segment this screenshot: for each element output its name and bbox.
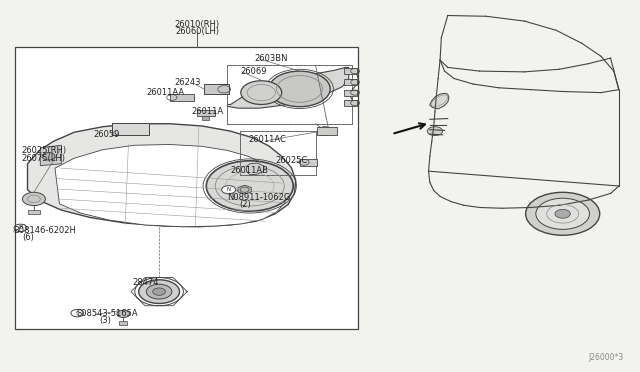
Bar — [120, 321, 127, 325]
Circle shape — [536, 198, 589, 230]
Bar — [113, 123, 150, 135]
Bar — [204, 84, 229, 94]
Circle shape — [42, 153, 55, 160]
Bar — [170, 94, 194, 101]
Bar — [344, 100, 357, 106]
Text: 2603BN: 2603BN — [255, 54, 289, 62]
Polygon shape — [28, 124, 296, 227]
Bar — [15, 47, 358, 329]
Text: S: S — [76, 311, 79, 315]
Text: 26059: 26059 — [93, 129, 120, 139]
Bar — [240, 131, 316, 175]
Text: 26069: 26069 — [240, 67, 267, 76]
Bar — [300, 159, 317, 166]
Circle shape — [14, 224, 27, 232]
Circle shape — [241, 81, 282, 105]
Text: 26060(LH): 26060(LH) — [175, 27, 220, 36]
Text: (3): (3) — [100, 317, 111, 326]
Bar — [240, 131, 316, 175]
Text: 26011AB: 26011AB — [230, 166, 269, 174]
Text: 26011AA: 26011AA — [147, 89, 184, 97]
Circle shape — [525, 192, 600, 235]
Text: 26010(RH): 26010(RH) — [175, 20, 220, 29]
Bar — [344, 90, 357, 96]
Text: B: B — [19, 225, 22, 230]
Text: J26000*3: J26000*3 — [588, 353, 623, 362]
Bar — [227, 65, 352, 124]
Text: (2): (2) — [239, 201, 251, 209]
Circle shape — [71, 310, 84, 317]
Text: 26011AC: 26011AC — [248, 135, 286, 144]
Polygon shape — [55, 144, 287, 227]
Circle shape — [117, 310, 130, 318]
Text: 26025C: 26025C — [275, 155, 308, 164]
Text: S08543-5165A: S08543-5165A — [76, 310, 138, 318]
Bar — [227, 65, 352, 124]
Bar — [344, 79, 357, 85]
Circle shape — [206, 161, 293, 211]
Polygon shape — [246, 163, 264, 175]
Text: N: N — [227, 187, 231, 192]
Circle shape — [428, 127, 443, 136]
Circle shape — [139, 280, 179, 304]
Polygon shape — [238, 185, 252, 194]
Text: 28474: 28474 — [133, 278, 159, 287]
Text: (6): (6) — [22, 233, 34, 243]
Bar — [28, 210, 40, 214]
Circle shape — [22, 192, 45, 206]
Circle shape — [221, 186, 236, 194]
Bar — [317, 128, 337, 135]
Polygon shape — [227, 67, 349, 108]
Bar — [197, 110, 215, 116]
Circle shape — [555, 209, 570, 218]
Circle shape — [153, 288, 166, 295]
Text: B08146-6202H: B08146-6202H — [13, 226, 76, 235]
Text: 26025(RH): 26025(RH) — [22, 146, 67, 155]
Text: 26243: 26243 — [174, 78, 201, 87]
Bar — [344, 68, 357, 74]
Text: 26011A: 26011A — [191, 108, 223, 116]
Polygon shape — [40, 145, 61, 166]
Circle shape — [317, 127, 333, 136]
Bar — [202, 116, 209, 120]
Text: 26075(LH): 26075(LH) — [22, 154, 66, 163]
Text: N08911-1062G: N08911-1062G — [227, 193, 291, 202]
Circle shape — [147, 284, 172, 299]
Circle shape — [269, 71, 330, 107]
Polygon shape — [430, 93, 449, 109]
